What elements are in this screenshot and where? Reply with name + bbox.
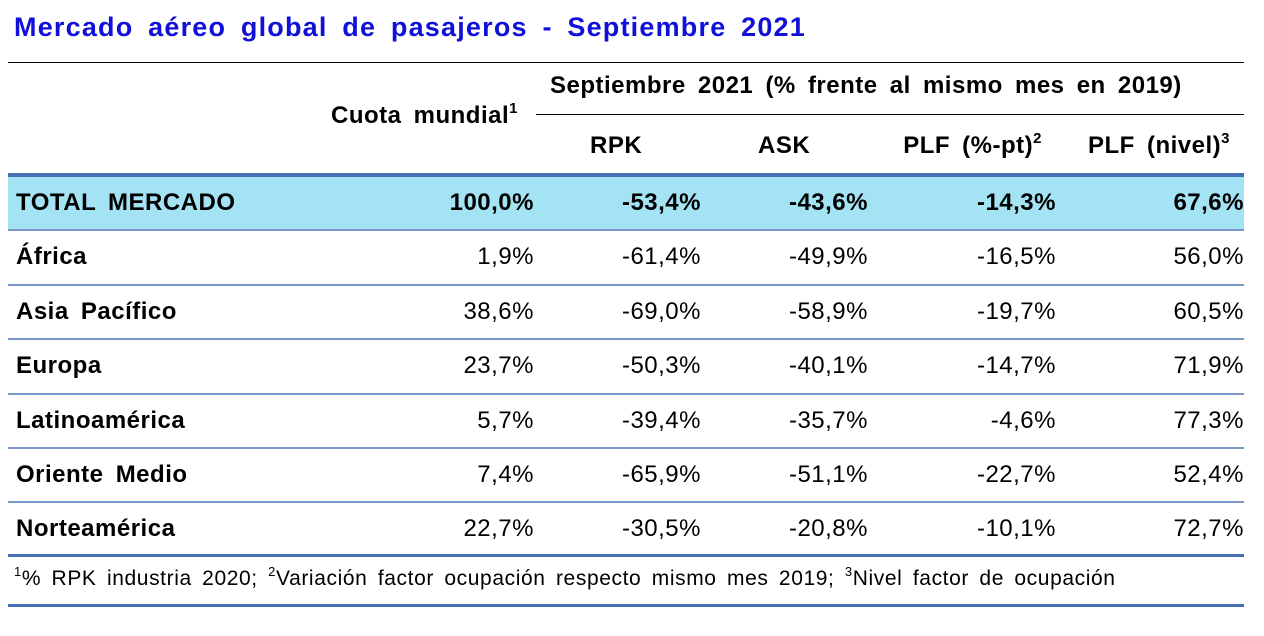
cell-ask: -40,1% xyxy=(788,352,868,380)
header-bottom-rule xyxy=(8,173,1244,177)
cell-region: Oriente Medio xyxy=(16,461,188,488)
table-row: Oriente Medio 7,4% -65,9% -51,1% -22,7% 52,4% xyxy=(8,449,1244,501)
row-divider xyxy=(8,392,1244,395)
cell-plf-level: 67,6% xyxy=(1173,189,1244,216)
table-row: Norteamérica 22,7% -30,5% -20,8% -10,1% 72,7% xyxy=(8,503,1244,555)
cell-plf-pt: -4,6% xyxy=(990,406,1056,434)
cell-rpk: -53,4% xyxy=(621,189,701,216)
footer-rule xyxy=(8,604,1244,607)
cell-share: 1,9% xyxy=(477,243,534,271)
cell-plf-level: 77,3% xyxy=(1173,406,1244,434)
header-share: Cuota mundial1 xyxy=(330,100,518,130)
cell-ask: -49,9% xyxy=(788,243,868,271)
table-row-total: TOTAL MERCADO 100,0% -53,4% -43,6% -14,3% 67,… xyxy=(8,177,1244,229)
cell-ask: -58,9% xyxy=(788,297,868,325)
cell-plf-pt: -10,1% xyxy=(976,515,1056,543)
cell-share: 22,7% xyxy=(463,515,534,543)
cell-region: TOTAL MERCADO xyxy=(16,189,236,216)
top-rule xyxy=(8,62,1244,63)
cell-rpk: -39,4% xyxy=(621,406,701,434)
footnote-text-1: % RPK industria 2020; xyxy=(21,567,269,590)
header-plf-pt: PLF (%-pt)2 xyxy=(903,130,1042,160)
cell-region: Europa xyxy=(16,352,102,380)
row-divider xyxy=(8,447,1244,449)
cell-region: Norteamérica xyxy=(16,515,176,543)
cell-share: 100,0% xyxy=(449,189,534,216)
cell-region: Latinoamérica xyxy=(16,406,186,434)
cell-rpk: -61,4% xyxy=(621,243,701,271)
cell-share: 7,4% xyxy=(477,461,534,488)
cell-plf-pt: -16,5% xyxy=(976,243,1056,271)
row-divider xyxy=(8,501,1244,504)
cell-plf-level: 52,4% xyxy=(1173,461,1244,488)
header-plf-pt-sup: 2 xyxy=(1033,130,1042,147)
header-plf-level-sup: 3 xyxy=(1221,130,1230,147)
cell-share: 5,7% xyxy=(477,406,534,434)
table-row: África 1,9% -61,4% -49,9% -16,5% 56,0% xyxy=(8,231,1244,283)
cell-ask: -43,6% xyxy=(788,189,868,216)
header-group-rule xyxy=(536,114,1244,115)
cell-plf-level: 60,5% xyxy=(1173,297,1244,325)
header-plf-pt-label: PLF (%-pt) xyxy=(903,132,1034,159)
footnote-text-2: Variación factor ocupación respecto mism… xyxy=(276,567,845,590)
cell-rpk: -69,0% xyxy=(621,297,701,325)
footnote-mark-2: 2 xyxy=(268,564,277,579)
row-divider xyxy=(8,338,1244,341)
table-row: Europa 23,7% -50,3% -40,1% -14,7% 71,9% xyxy=(8,340,1244,392)
cell-ask: -20,8% xyxy=(788,515,868,543)
header-share-label: Cuota mundial xyxy=(330,102,510,129)
cell-region: África xyxy=(16,243,88,271)
header-rpk: RPK xyxy=(590,132,643,159)
header-ask: ASK xyxy=(758,132,811,159)
row-divider xyxy=(8,229,1244,232)
cell-rpk: -65,9% xyxy=(621,461,701,488)
table-row: Latinoamérica 5,7% -39,4% -35,7% -4,6% 77,3% xyxy=(8,395,1244,447)
cell-ask: -51,1% xyxy=(788,461,868,488)
footnote-mark-1: 1 xyxy=(14,564,22,579)
footnote-mark-3: 3 xyxy=(844,564,853,579)
cell-plf-pt: -22,7% xyxy=(976,461,1056,488)
cell-plf-level: 71,9% xyxy=(1173,352,1244,380)
footnote: 1% RPK industria 2020; 2Variación factor… xyxy=(14,564,1116,591)
cell-rpk: -30,5% xyxy=(621,515,701,543)
cell-rpk: -50,3% xyxy=(621,352,701,380)
cell-plf-pt: -19,7% xyxy=(976,297,1056,325)
cell-share: 38,6% xyxy=(463,297,534,325)
header-plf-level-label: PLF (nivel) xyxy=(1087,132,1222,159)
header-group-label: Septiembre 2021 (% frente al mismo mes e… xyxy=(550,72,1182,99)
cell-plf-level: 56,0% xyxy=(1173,243,1244,271)
header-plf-level: PLF (nivel)3 xyxy=(1087,130,1230,160)
table-bottom-rule xyxy=(8,554,1244,557)
footnote-text-3: Nivel factor de ocupación xyxy=(852,567,1116,590)
cell-plf-pt: -14,7% xyxy=(976,352,1056,380)
cell-plf-level: 72,7% xyxy=(1173,515,1244,543)
cell-plf-pt: -14,3% xyxy=(976,189,1056,216)
cell-share: 23,7% xyxy=(463,352,534,380)
cell-ask: -35,7% xyxy=(788,406,868,434)
page-title: Mercado aéreo global de pasajeros - Sept… xyxy=(14,12,806,42)
row-divider xyxy=(8,283,1244,286)
cell-region: Asia Pacífico xyxy=(16,297,177,325)
header-share-sup: 1 xyxy=(509,100,518,117)
table-row: Asia Pacífico 38,6% -69,0% -58,9% -19,7% 60,5… xyxy=(8,286,1244,338)
